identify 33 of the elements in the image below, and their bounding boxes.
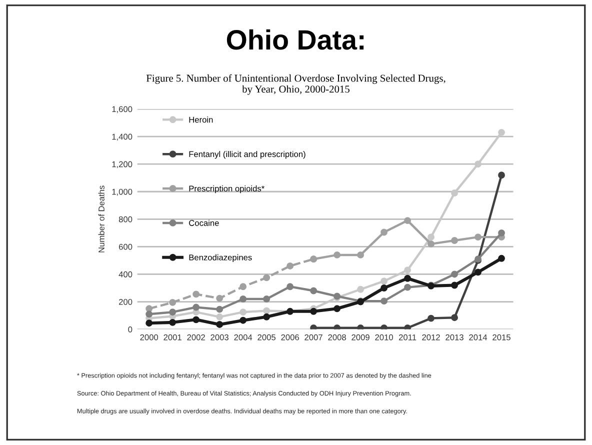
y-tick-label: 1,000 xyxy=(112,188,132,196)
y-tick-label: 600 xyxy=(119,244,132,250)
x-tick-label: 2005 xyxy=(258,334,276,340)
y-tick-label: 0 xyxy=(128,326,132,332)
legend-label: Heroin xyxy=(189,116,213,123)
x-tick-label: 2013 xyxy=(446,334,464,340)
legend-label: Fentanyl (illicit and prescription) xyxy=(189,150,306,159)
y-tick-label: 1,600 xyxy=(112,106,132,114)
chart-subtitle: Figure 5. Number of Unintentional Overdose Involving Selected Drugs, by Year, Ohio, 2000-2015 xyxy=(146,74,446,95)
x-tick-label: 2003 xyxy=(210,334,228,340)
x-tick-label: 2009 xyxy=(352,334,370,340)
x-tick-label: 2002 xyxy=(187,334,205,340)
x-tick-label: 2011 xyxy=(398,334,416,340)
y-tick-label: 800 xyxy=(118,216,132,222)
x-tick-label: 2001 xyxy=(164,334,182,340)
y-tick-label: 1,400 xyxy=(112,134,132,141)
x-tick-label: 2007 xyxy=(304,334,322,340)
y-tick-label: 400 xyxy=(118,271,132,278)
y-tick-label: 200 xyxy=(119,298,132,305)
x-tick-label: 2010 xyxy=(375,334,393,340)
x-tick-label: 2000 xyxy=(140,334,158,340)
x-tick-label: 2006 xyxy=(281,334,299,340)
legend-label: Cocaine xyxy=(189,220,219,226)
legend-label: Prescription opioids* xyxy=(189,185,264,194)
y-axis-title: Number of Deaths xyxy=(98,186,104,252)
x-tick-label: 2008 xyxy=(328,334,346,340)
legend-label: Benzodiazepines xyxy=(189,254,252,262)
x-tick-label: 2015 xyxy=(492,334,510,340)
y-tick-label: 1,200 xyxy=(112,161,132,168)
x-tick-label: 2012 xyxy=(422,334,440,340)
x-tick-label: 2014 xyxy=(469,334,488,340)
x-tick-label: 2004 xyxy=(234,334,252,340)
chart-title: Ohio Data: xyxy=(226,29,364,50)
